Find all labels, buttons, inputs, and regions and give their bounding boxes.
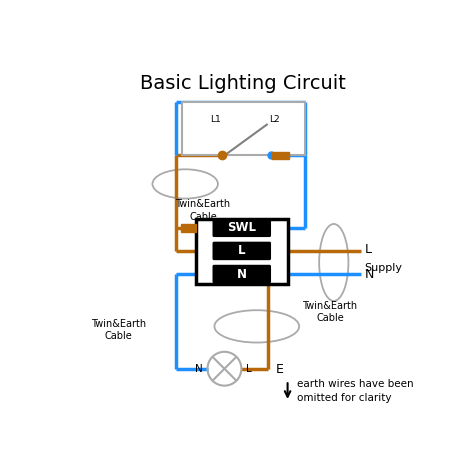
Text: Twin&Earth
Cable: Twin&Earth Cable: [91, 319, 146, 341]
Text: L2: L2: [269, 115, 280, 124]
Bar: [196, 219, 288, 284]
Text: SWL: SWL: [227, 221, 256, 234]
FancyBboxPatch shape: [212, 219, 271, 237]
Text: Twin&Earth
Cable: Twin&Earth Cable: [175, 200, 230, 222]
Text: Twin&Earth
Cable: Twin&Earth Cable: [302, 301, 357, 323]
Text: L: L: [238, 245, 246, 257]
Text: earth wires have been
omitted for clarity: earth wires have been omitted for clarit…: [297, 380, 413, 402]
Text: N: N: [237, 267, 247, 281]
Text: N: N: [365, 267, 374, 281]
FancyBboxPatch shape: [212, 242, 271, 260]
Bar: [182, 101, 305, 155]
Text: L1: L1: [210, 115, 221, 124]
FancyBboxPatch shape: [212, 265, 271, 283]
Bar: [272, 152, 289, 159]
Text: E: E: [276, 364, 284, 376]
Bar: [181, 224, 196, 232]
Text: L: L: [246, 364, 252, 374]
Text: Supply: Supply: [365, 263, 402, 273]
Text: L: L: [365, 243, 372, 256]
Text: Basic Lighting Circuit: Basic Lighting Circuit: [140, 74, 346, 93]
Text: N: N: [195, 364, 203, 374]
